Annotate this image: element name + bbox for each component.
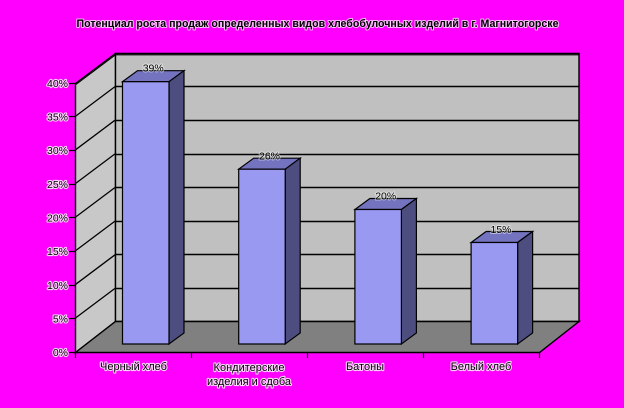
svg-text:20%: 20% <box>47 213 68 225</box>
svg-text:40%: 40% <box>47 78 68 90</box>
svg-text:39%: 39% <box>143 63 164 75</box>
svg-text:20%: 20% <box>375 191 396 203</box>
svg-text:5%: 5% <box>53 313 68 325</box>
svg-text:30%: 30% <box>47 145 68 157</box>
svg-text:35%: 35% <box>47 112 68 124</box>
svg-text:Черный хлеб: Черный хлеб <box>100 361 167 373</box>
svg-text:26%: 26% <box>259 150 280 162</box>
svg-text:Кондитерские: Кондитерские <box>214 362 285 374</box>
svg-text:Потенциал роста продаж определ: Потенциал роста продаж определенных видо… <box>77 18 559 30</box>
svg-text:10%: 10% <box>47 280 68 292</box>
svg-text:изделия и сдоба: изделия и сдоба <box>207 376 292 388</box>
svg-text:Батоны: Батоны <box>346 361 384 373</box>
svg-text:15%: 15% <box>490 224 511 236</box>
svg-text:15%: 15% <box>47 246 68 258</box>
svg-text:Белый хлеб: Белый хлеб <box>451 361 512 373</box>
svg-text:0%: 0% <box>53 347 68 359</box>
svg-text:25%: 25% <box>47 179 68 191</box>
